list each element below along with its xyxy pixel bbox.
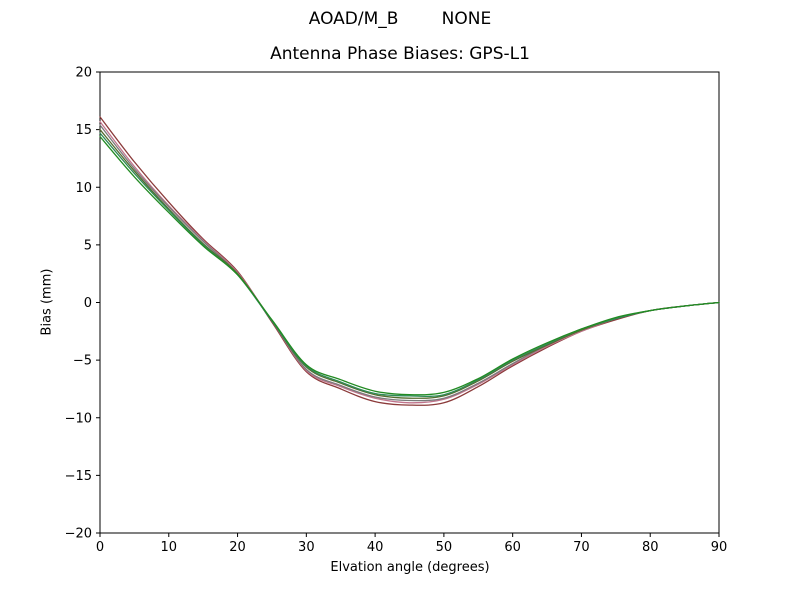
chart-subtitle: Antenna Phase Biases: GPS-L1 [270,44,530,64]
y-tick-label: 20 [75,66,92,81]
y-tick-label: 0 [84,296,92,311]
series-line-curve-4 [99,128,720,399]
y-tick-label: 5 [84,238,92,253]
chart-title: AOAD/M_B NONE [308,9,492,29]
x-axis-label: Elvation angle (degrees) [330,560,490,575]
x-tick-label: 40 [367,540,384,555]
x-tick-label: 20 [229,540,246,555]
series-line-curve-6 [99,135,720,396]
x-tick-label: 80 [642,540,659,555]
y-tick-label: −15 [65,469,92,484]
y-tick-label: −10 [65,411,92,426]
series-line-curve-2 [99,120,720,404]
x-tick-label: 50 [436,540,453,555]
x-tick-label: 70 [573,540,590,555]
x-tick-label: 10 [161,540,178,555]
x-tick-label: 30 [298,540,315,555]
x-tick-label: 60 [504,540,521,555]
series-line-curve-1 [99,116,720,406]
x-tick-label: 90 [711,540,728,555]
y-tick-label: 15 [75,123,92,138]
y-tick-label: 10 [75,181,92,196]
axes-frame [99,71,720,534]
y-tick-label: −5 [73,354,92,369]
x-tick-label: 0 [96,540,104,555]
series-line-curve-5 [99,132,720,397]
y-tick-label: −20 [65,527,92,542]
y-axis-label: Bias (mm) [39,268,55,336]
series-line-curve-3 [99,124,720,402]
